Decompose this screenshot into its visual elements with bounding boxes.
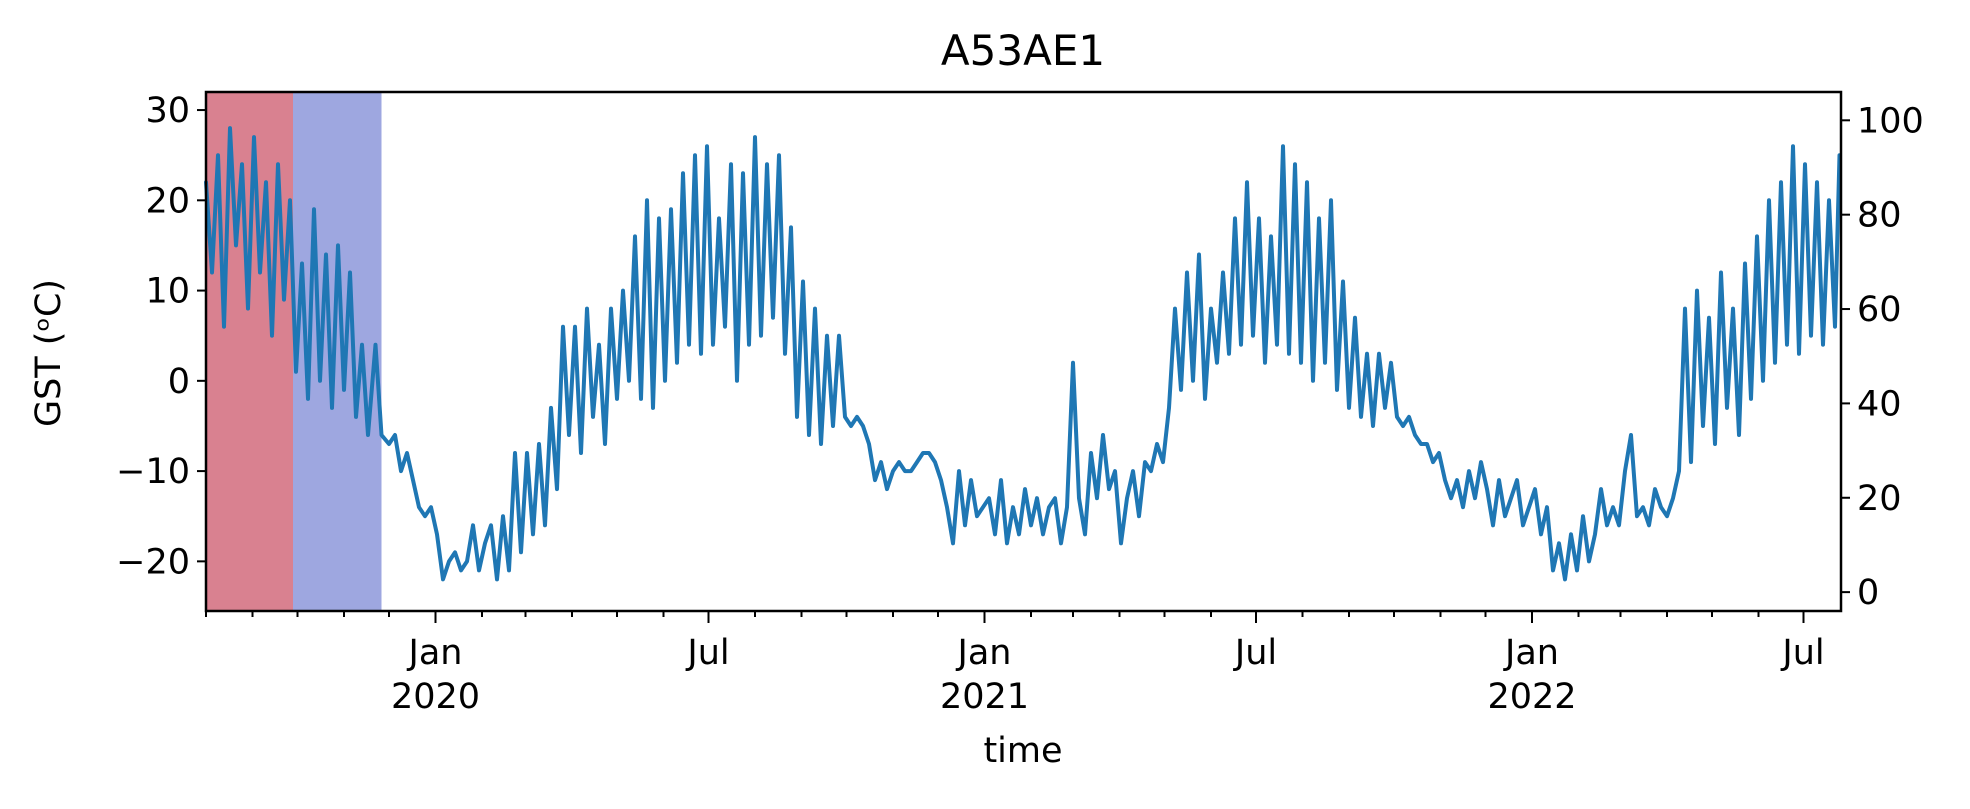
- y2-tick-label: 0: [1857, 573, 1879, 613]
- y2-tick-label: 100: [1857, 101, 1924, 141]
- y-tick-label: −20: [116, 542, 190, 582]
- y-axis-label: GST (ᵒC): [29, 279, 69, 427]
- y2-tick-label: 40: [1857, 384, 1902, 424]
- x-tick-year-label: 2021: [940, 677, 1029, 717]
- y2-tick-label: 80: [1857, 196, 1902, 236]
- plot-frame: [204, 90, 1843, 613]
- y-tick-label: 20: [145, 181, 190, 221]
- y-axis: −20 −10 0 10 20 30: [116, 91, 206, 582]
- x-tick-label: Jul: [1233, 633, 1277, 673]
- series-layer: [204, 126, 1842, 582]
- x-axis-label: time: [983, 731, 1062, 771]
- y2-tick-label: 20: [1857, 479, 1902, 519]
- chart-title: A53AE1: [941, 26, 1105, 75]
- x-tick-label: Jan: [1503, 633, 1559, 673]
- y2-tick-label: 60: [1857, 290, 1902, 330]
- x-tick-label: Jul: [685, 633, 729, 673]
- x-tick-label: Jan: [956, 633, 1012, 673]
- y2-axis: 0 20 40 60 80 100: [1841, 101, 1924, 613]
- y-tick-label: −10: [116, 452, 190, 492]
- y-tick-label: 10: [145, 272, 190, 312]
- x-tick-year-label: 2020: [391, 677, 480, 717]
- x-tick-label: Jan: [407, 633, 463, 673]
- x-tick-label: Jul: [1780, 633, 1824, 673]
- y-tick-label: 30: [145, 91, 190, 131]
- x-tick-year-label: 2022: [1487, 677, 1576, 717]
- y-tick-label: 0: [168, 362, 190, 402]
- series-line-1: [204, 126, 1842, 582]
